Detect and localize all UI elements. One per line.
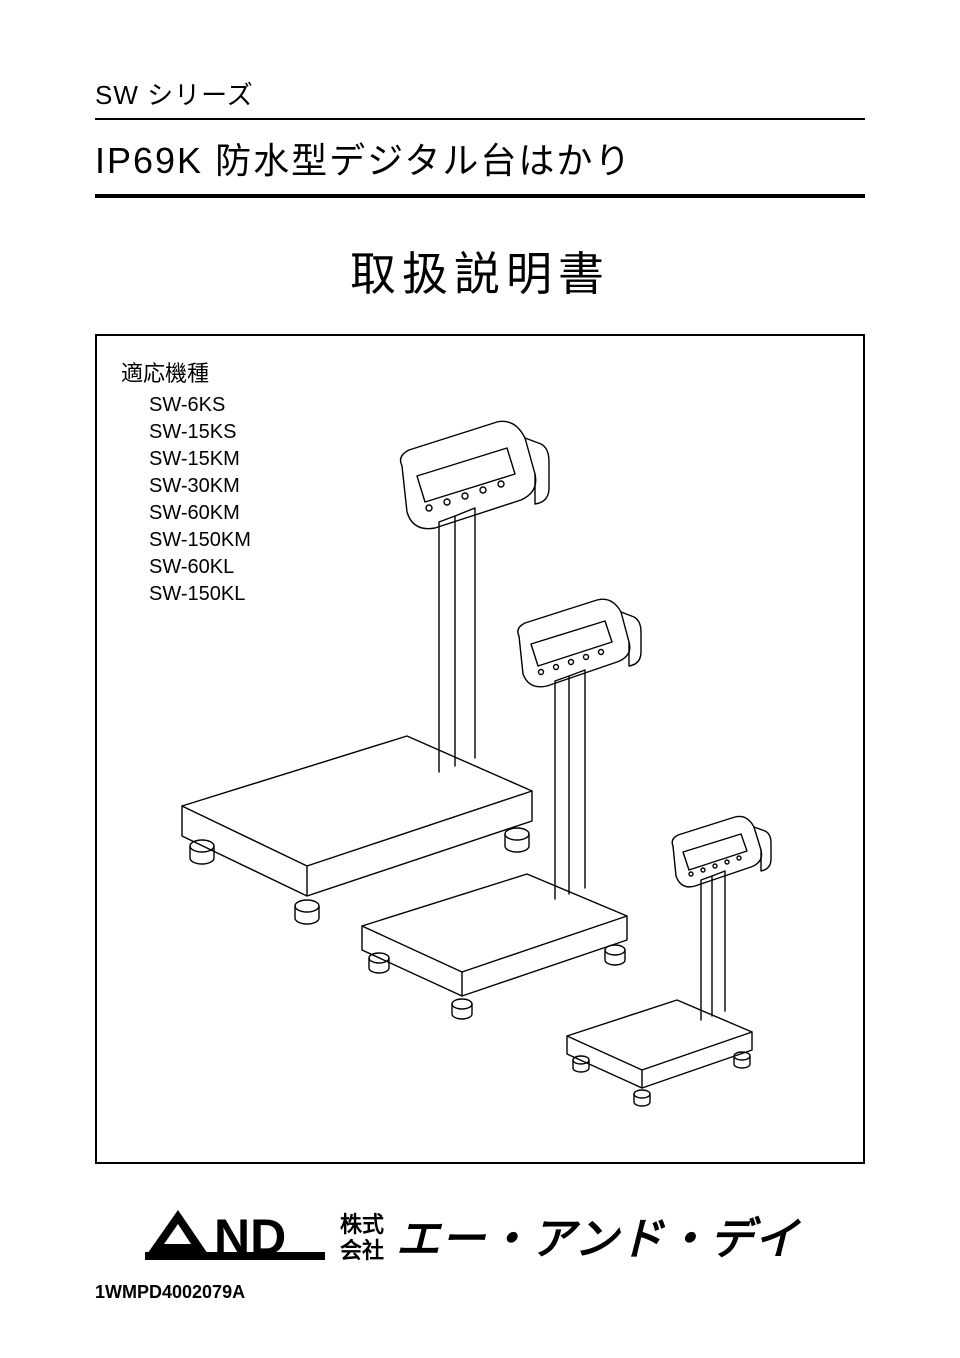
company-kanji: 会社 xyxy=(340,1238,384,1263)
product-title: IP69K 防水型デジタル台はかり xyxy=(95,120,865,198)
illustration-panel: 適応機種 SW-6KS SW-15KS SW-15KM SW-30KM SW-6… xyxy=(95,334,865,1164)
svg-text:ND: ND xyxy=(214,1209,286,1265)
scale-large xyxy=(182,421,549,924)
company-kanji: 株式 xyxy=(340,1212,384,1237)
scale-medium xyxy=(362,599,641,1019)
company-kana: エー・アンド・デイ xyxy=(396,1215,801,1264)
company-logo: ND 株式 会社 エー・アンド・デイ xyxy=(95,1202,865,1277)
series-label: SW シリーズ xyxy=(95,75,865,120)
scales-illustration xyxy=(97,336,863,1162)
scale-small xyxy=(567,816,771,1106)
document-number: 1WMPD4002079A xyxy=(95,1282,245,1303)
manual-heading: 取扱説明書 xyxy=(95,238,865,304)
